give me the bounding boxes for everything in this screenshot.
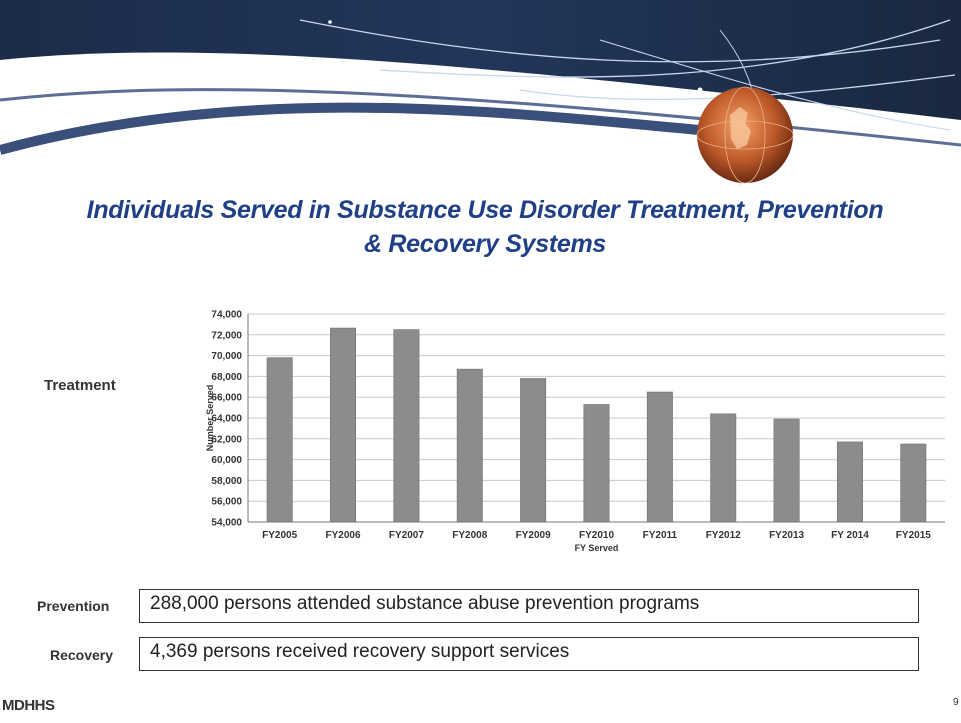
y-tick-label: 72,000 [211,330,242,341]
x-axis-label: FY Served [575,543,619,553]
y-tick-label: 70,000 [211,351,242,362]
chart-bars [266,327,927,523]
bar-fy2005 [266,357,293,523]
x-tick-label: FY2008 [452,530,487,541]
y-tick-label: 68,000 [211,372,242,383]
x-tick-label: FY2007 [389,530,424,541]
recovery-label: Recovery [50,647,114,663]
y-tick-label: 74,000 [211,310,242,321]
y-tick-label: 58,000 [211,476,242,487]
x-tick-label: FY2015 [896,530,931,541]
x-tick-label: FY2012 [706,530,741,541]
prevention-label: Prevention [37,598,110,614]
bar-fy2013 [773,418,800,523]
bar-fy2008 [456,368,483,523]
y-axis-label: Number Served [205,385,215,452]
header-banner [0,0,961,200]
treatment-bar-chart: 54,000 56,000 58,000 60,000 62,000 64,000 66,0… [205,310,945,553]
x-tick-label: FY2011 [643,530,678,541]
bar-fy2012 [710,413,737,523]
recovery-box: 4,369 persons received recovery support … [139,637,919,671]
bar-fy2006 [330,327,357,523]
x-tick-label: FY2009 [516,530,551,541]
y-tick-label: 54,000 [211,518,242,529]
bar-fy2007 [393,329,420,523]
bar-fy2009 [520,378,547,523]
treatment-label: Treatment [44,377,116,394]
bar-fy2015 [900,443,927,523]
y-tick-label: 60,000 [211,455,242,466]
y-tick-label: 64,000 [211,414,242,425]
slide-title: Individuals Served in Substance Use Diso… [20,193,950,261]
x-axis-ticks: FY2005 FY2006 FY2007 FY2008 FY2009 FY2010 FY20… [262,530,931,541]
x-tick-label: FY 2014 [831,530,869,541]
y-tick-label: 62,000 [211,434,242,445]
page-number: 9 [953,697,959,708]
bar-fy2014 [836,441,863,523]
x-tick-label: FY2013 [769,530,804,541]
mdhhs-logo: MDHHS [2,697,55,714]
slide-title-line-1: Individuals Served in Substance Use Diso… [86,196,884,224]
x-tick-label: FY2010 [579,530,614,541]
y-tick-label: 66,000 [211,393,242,404]
prevention-box: 288,000 persons attended substance abuse… [139,589,919,623]
x-tick-label: FY2006 [326,530,361,541]
slide-title-line-2: & Recovery Systems [364,230,606,258]
x-tick-label: FY2005 [262,530,297,541]
y-tick-label: 56,000 [211,497,242,508]
y-axis-ticks: 54,000 56,000 58,000 60,000 62,000 64,000 66,0… [211,310,242,529]
bar-fy2011 [646,391,673,523]
bar-fy2010 [583,404,610,523]
